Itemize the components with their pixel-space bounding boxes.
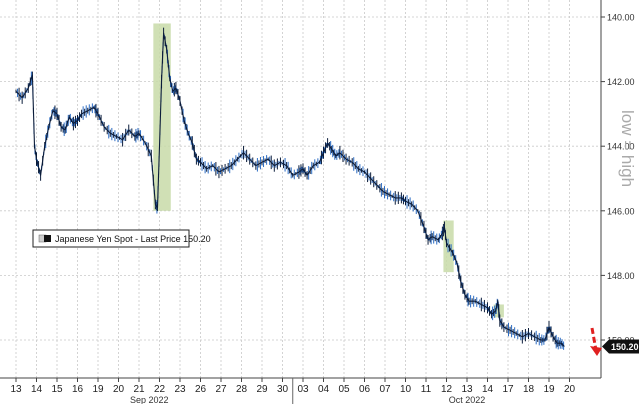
x-tick-label: 18	[523, 384, 535, 395]
x-tick-label: 10	[400, 384, 412, 395]
x-tick-label: 28	[236, 384, 248, 395]
y-tick-label: 146.00	[607, 206, 635, 216]
x-tick-label: 14	[482, 384, 494, 395]
x-tick-label: 17	[502, 384, 514, 395]
arrow-head	[590, 346, 602, 356]
x-tick-label: 06	[359, 384, 371, 395]
x-tick-label: 15	[51, 384, 63, 395]
x-tick-label: 23	[174, 384, 186, 395]
y-tick-label: 140.00	[607, 13, 635, 23]
y-tick-label: 144.00	[607, 142, 635, 152]
x-tick-label: 20	[564, 384, 576, 395]
x-tick-label: 27	[215, 384, 227, 395]
legend-box	[32, 229, 190, 248]
last-price-tag	[602, 339, 639, 354]
x-tick-label: 16	[72, 384, 84, 395]
y-tick-label: 148.00	[607, 271, 635, 281]
price-line	[15, 32, 565, 347]
x-tick-label: 19	[543, 384, 555, 395]
x-tick-label: 14	[31, 384, 43, 395]
x-tick-label: 11	[421, 384, 432, 395]
x-tick-label: 12	[441, 384, 453, 395]
x-tick-label: 30	[277, 384, 289, 395]
down-arrow-icon	[590, 327, 602, 356]
x-tick-label: 13	[10, 384, 22, 395]
x-tick-label: 05	[338, 384, 350, 395]
last-price-label: 150.20	[611, 342, 639, 352]
price-series	[15, 27, 565, 350]
x-tick-label: 20	[113, 384, 125, 395]
legend: Japanese Yen Spot - Last Price 150.20	[32, 229, 211, 248]
highlight-box	[153, 23, 171, 211]
x-tick-label: 03	[297, 384, 309, 395]
x-tick-label: 19	[92, 384, 104, 395]
x-axis-periods: Sep 2022 Oct 2022	[130, 378, 485, 404]
grid	[0, 0, 602, 379]
last-price-marker: 150.20	[602, 339, 639, 354]
x-tick-label: 07	[379, 384, 391, 395]
x-period-label: Sep 2022	[130, 395, 169, 404]
y-tick-label: 142.00	[607, 77, 635, 87]
side-annotation: low = high	[618, 110, 637, 187]
x-axis-ticks: 13 14 15 16 19 20 21 22 23 26 27 28 29 30 03 04 05 06 07 10…	[10, 378, 575, 395]
x-tick-label: 29	[256, 384, 268, 395]
x-tick-label: 26	[195, 384, 207, 395]
legend-swatch-dark	[44, 235, 51, 242]
x-period-label: Oct 2022	[449, 395, 486, 404]
x-tick-label: 21	[133, 384, 145, 395]
legend-label: Japanese Yen Spot - Last Price 150.20	[55, 234, 211, 244]
x-tick-label: 22	[154, 384, 166, 395]
x-tick-label: 04	[318, 384, 330, 395]
x-tick-label: 13	[461, 384, 473, 395]
arrow-shaft	[590, 327, 598, 351]
highlight-regions	[153, 23, 504, 318]
